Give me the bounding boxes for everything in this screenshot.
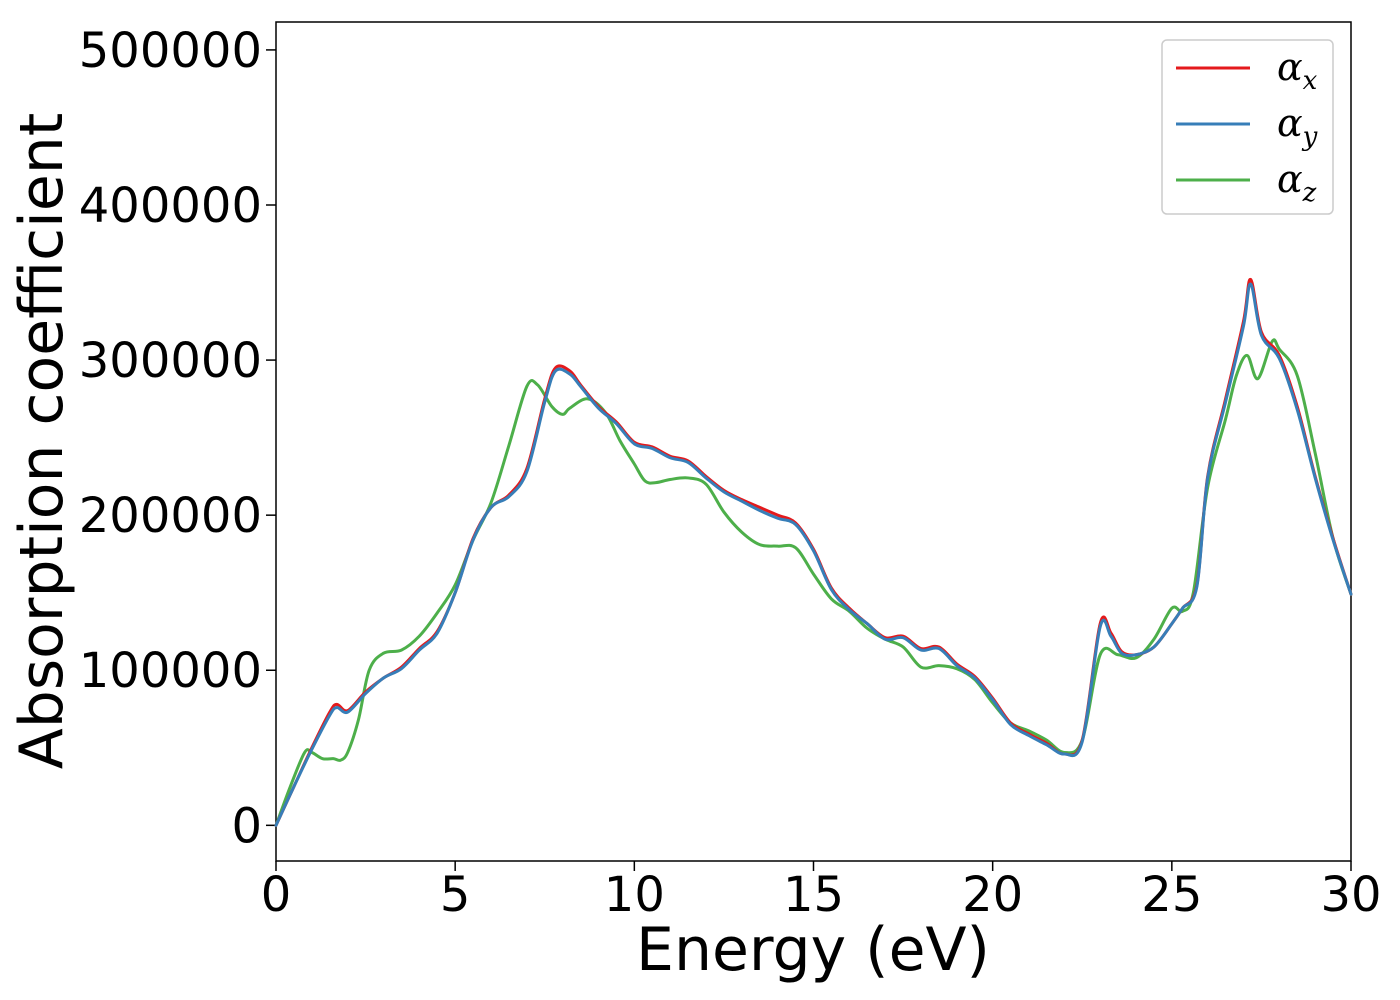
legend-label-base: α [1277,45,1303,89]
y-axis-title: Absorption coefficient [7,113,77,770]
legend-label-x: αx [1277,45,1318,96]
x-tick-label: 10 [604,867,665,923]
x-tick-label: 25 [1141,867,1202,923]
x-axis-title: Energy (eV) [636,915,990,985]
series-line-z [274,338,1353,827]
x-tick-label: 15 [783,867,844,923]
x-tick-label: 20 [962,867,1023,923]
x-axis: 0 5 10 15 20 25 30 [261,861,1382,923]
x-tick-label: 0 [261,867,292,923]
legend-label-subscript: y [1302,122,1318,152]
y-tick-label: 500000 [79,23,262,79]
legend-label-subscript: x [1303,66,1318,96]
legend-label-base: α [1277,157,1303,201]
y-tick-label: 100000 [79,643,262,699]
series-lines [274,277,1353,827]
legend-label-y: αy [1277,101,1318,152]
y-tick-label: 200000 [79,488,262,544]
y-axis: 0 100000 200000 300000 400000 500000 [79,23,276,854]
legend-label-subscript: z [1302,178,1317,208]
legend-label-z: αz [1277,157,1317,208]
y-tick-label: 400000 [79,178,262,234]
x-tick-label: 5 [440,867,471,923]
y-tick-label: 300000 [79,333,262,389]
y-tick-label: 0 [231,798,262,854]
x-tick-label: 30 [1320,867,1381,923]
series-line-y [274,282,1353,827]
legend-box [1161,39,1334,215]
legend-label-base: α [1277,101,1303,145]
